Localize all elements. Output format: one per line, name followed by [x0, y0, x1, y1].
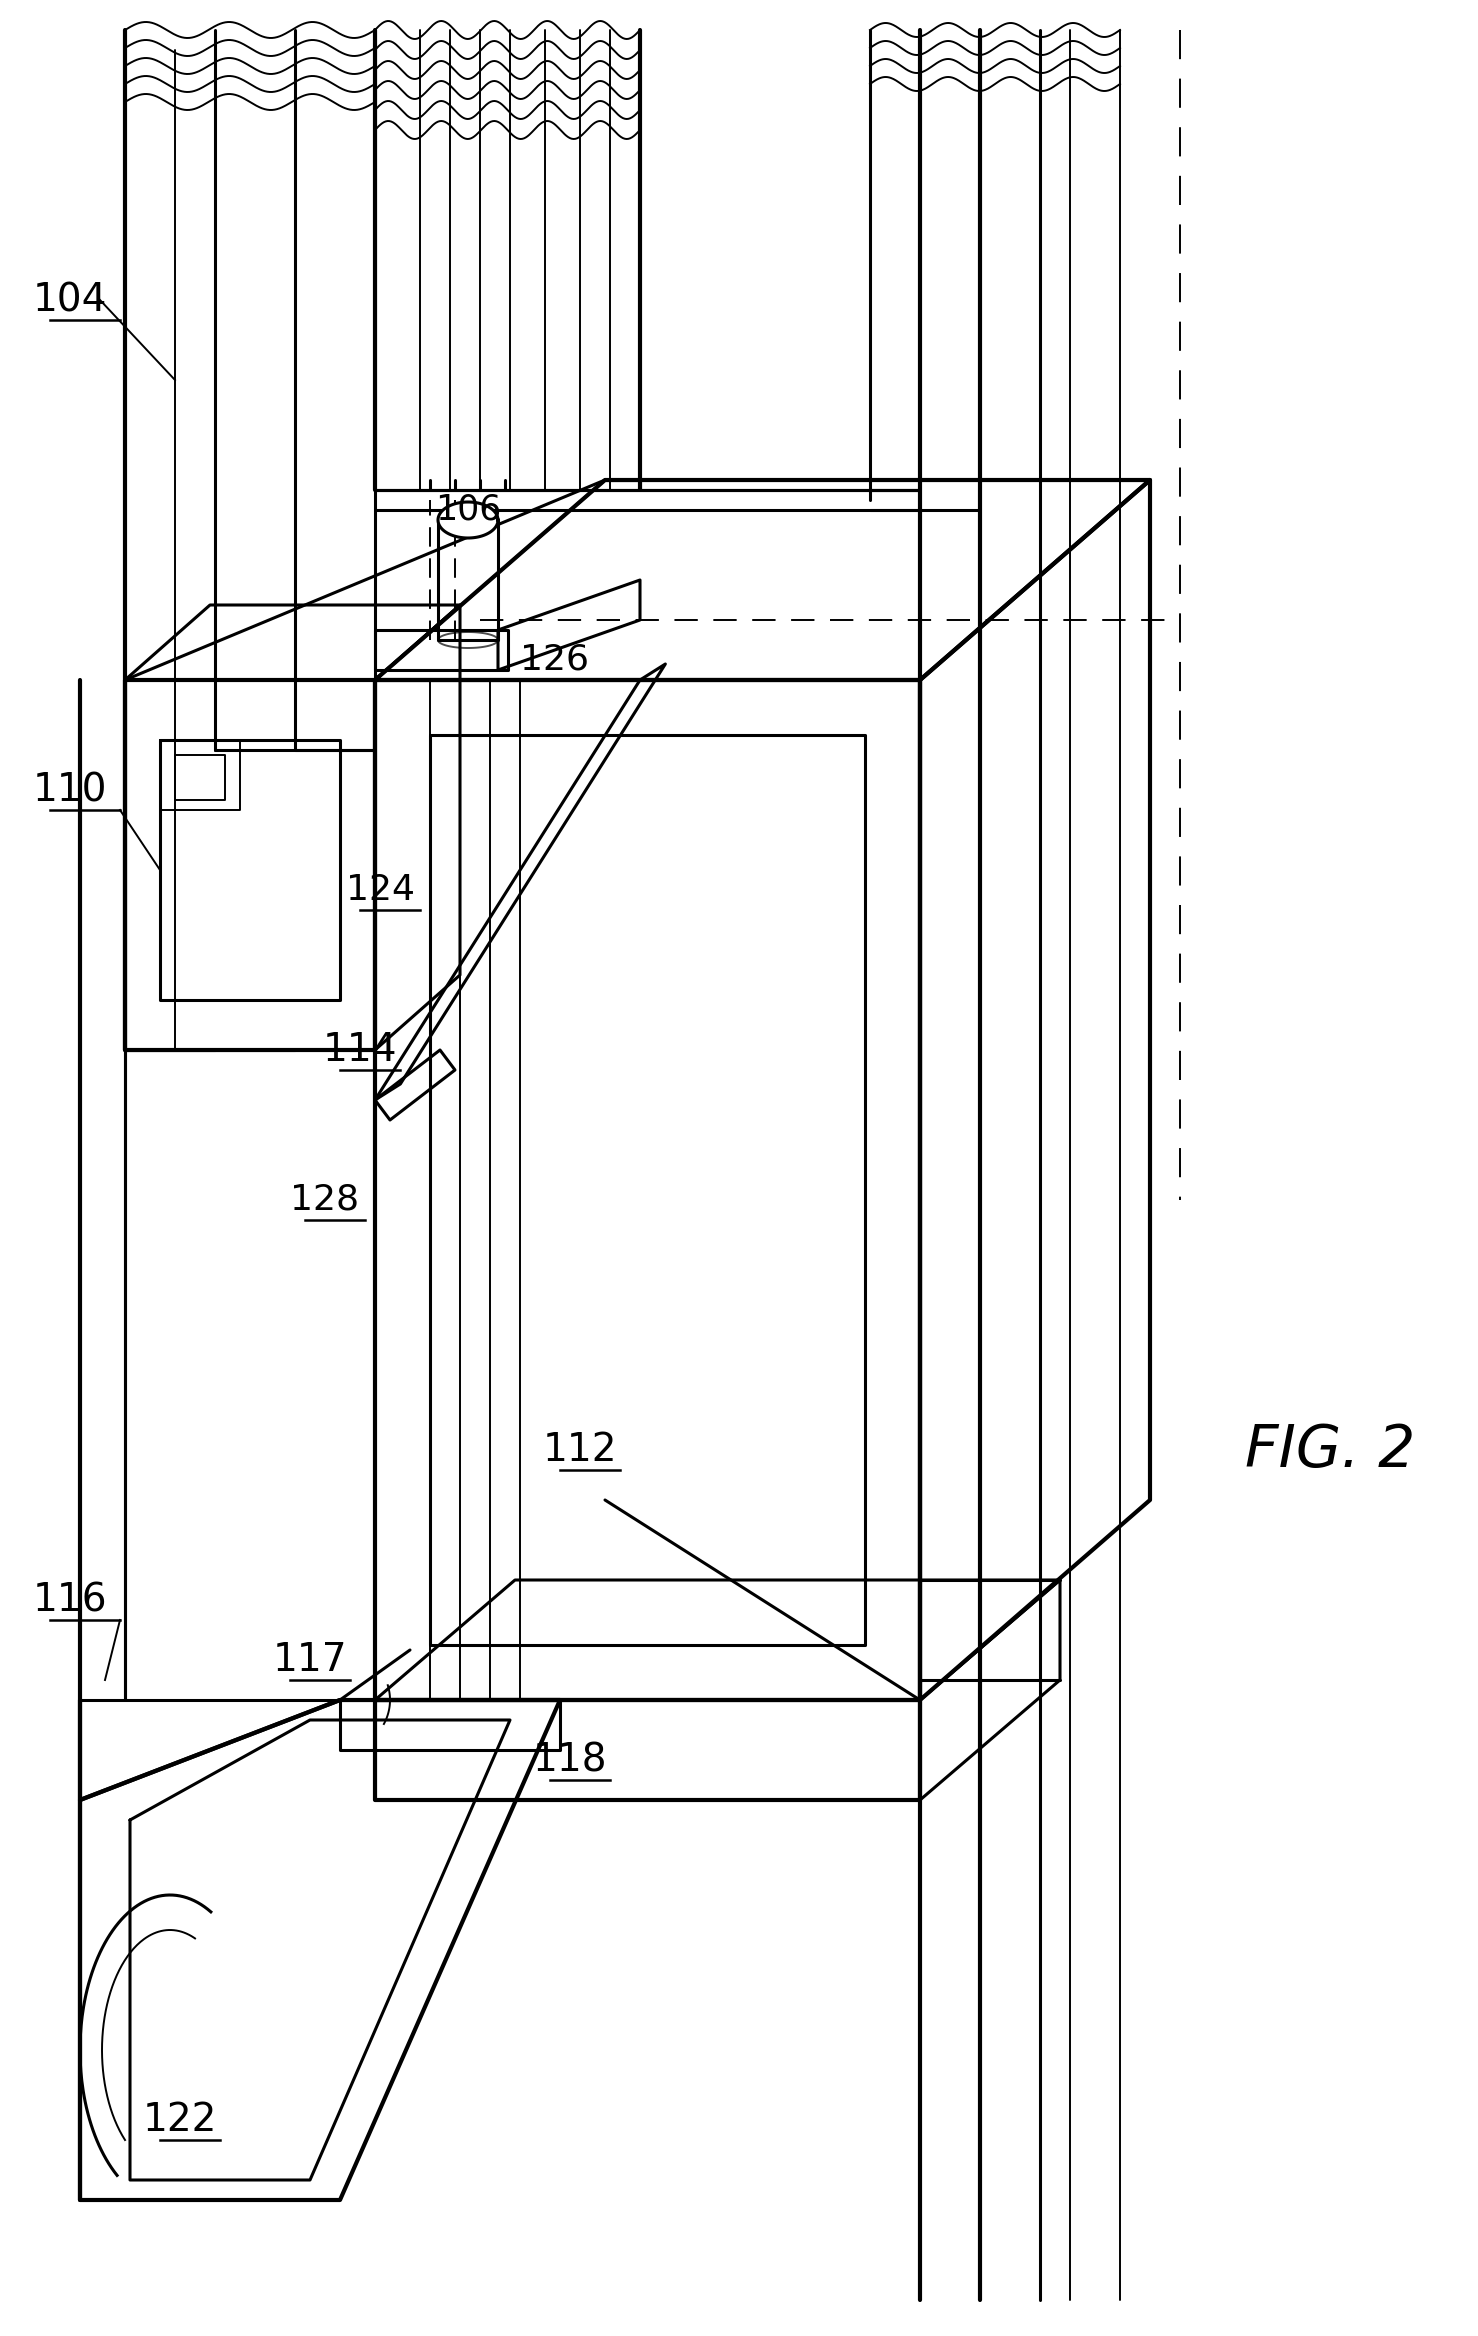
Text: 118: 118: [532, 1740, 607, 1780]
Text: 114: 114: [322, 1030, 398, 1070]
Text: 117: 117: [272, 1640, 347, 1680]
Text: 122: 122: [143, 2100, 217, 2140]
Text: 110: 110: [33, 771, 108, 808]
Text: 128: 128: [291, 1182, 359, 1217]
Text: 124: 124: [346, 874, 414, 906]
Text: FIG. 2: FIG. 2: [1244, 1423, 1414, 1479]
Text: 104: 104: [33, 280, 108, 320]
Text: 116: 116: [33, 1581, 108, 1619]
Polygon shape: [437, 502, 498, 537]
Text: 126: 126: [520, 642, 590, 677]
Text: 112: 112: [542, 1432, 618, 1469]
Text: 106: 106: [435, 493, 501, 528]
